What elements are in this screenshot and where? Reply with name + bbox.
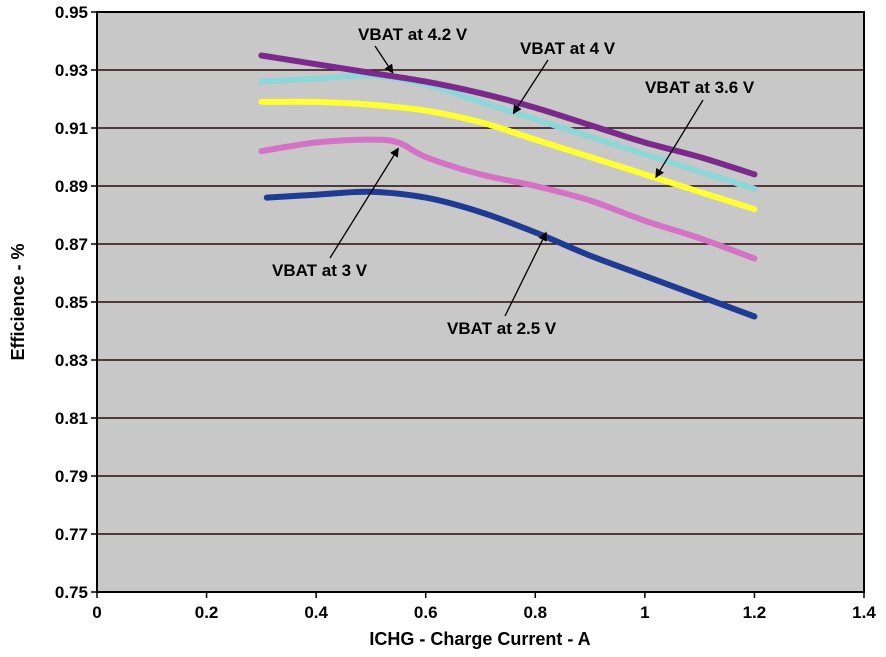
- y-tick-label: 0.89: [55, 177, 88, 196]
- x-tick-label: 1.2: [743, 603, 767, 622]
- series-group: [258, 52, 758, 320]
- annotation-group: VBAT at 4.2 V VBAT at 4 V VBAT at 3.6 V VBA…: [272, 25, 755, 338]
- x-tick-label: 0.2: [195, 603, 219, 622]
- x-tick-label: 0.4: [304, 603, 328, 622]
- series-line-4: [258, 136, 758, 262]
- annotation-label: VBAT at 3.6 V: [645, 78, 755, 97]
- y-tick-label: 0.77: [55, 525, 88, 544]
- series-line-2: [258, 72, 758, 192]
- y-tick-label: 0.93: [55, 61, 88, 80]
- y-tick-label: 0.91: [55, 119, 88, 138]
- y-tick-label: 0.81: [55, 409, 88, 428]
- x-axis-ticks: 0 0.2 0.4 0.6 0.8 1 1.2 1.4: [92, 592, 876, 622]
- x-tick-label: 1: [640, 603, 649, 622]
- annotation-label: VBAT at 2.5 V: [447, 319, 557, 338]
- annotation-arrow: [374, 45, 394, 74]
- x-tick-label: 0.8: [523, 603, 547, 622]
- annotation-label: VBAT at 4.2 V: [358, 25, 468, 44]
- y-tick-label: 0.87: [55, 235, 88, 254]
- x-tick-label: 0: [92, 603, 101, 622]
- annotation-arrow: [329, 147, 399, 259]
- series-line-3: [258, 98, 758, 213]
- x-tick-label: 0.6: [414, 603, 438, 622]
- y-axis-title: Efficience - %: [8, 243, 28, 360]
- y-tick-label: 0.75: [55, 583, 88, 602]
- y-tick-label: 0.79: [55, 467, 88, 486]
- x-tick-label: 1.4: [852, 603, 876, 622]
- y-axis-ticks: 0.75 0.77 0.79 0.81 0.83 0.85 0.87 0.89 0.91 0.93…: [55, 3, 97, 602]
- y-tick-label: 0.85: [55, 293, 88, 312]
- y-tick-label: 0.83: [55, 351, 88, 370]
- x-axis-title: ICHG - Charge Current - A: [369, 629, 590, 649]
- annotation-label: VBAT at 3 V: [272, 261, 368, 280]
- annotation-arrow: [655, 99, 704, 179]
- annotation-arrow: [512, 59, 549, 115]
- y-tick-label: 0.95: [55, 3, 88, 22]
- annotation-arrow: [504, 231, 547, 317]
- annotation-label: VBAT at 4 V: [520, 39, 616, 58]
- series-line-5: [263, 188, 758, 320]
